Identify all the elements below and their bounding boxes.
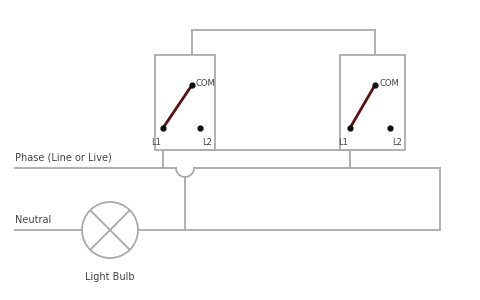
Text: Neutral: Neutral [15,215,51,225]
Text: Phase (Line or Live): Phase (Line or Live) [15,153,112,163]
Text: L2: L2 [202,138,212,147]
Text: COM: COM [196,80,216,88]
Text: Light Bulb: Light Bulb [85,272,135,282]
Bar [155,55,215,150]
Text: L1: L1 [338,138,348,147]
Text: COM: COM [379,80,399,88]
Text: L1: L1 [151,138,161,147]
Circle shape [82,202,138,258]
Bar [340,55,405,150]
Text: L2: L2 [392,138,402,147]
